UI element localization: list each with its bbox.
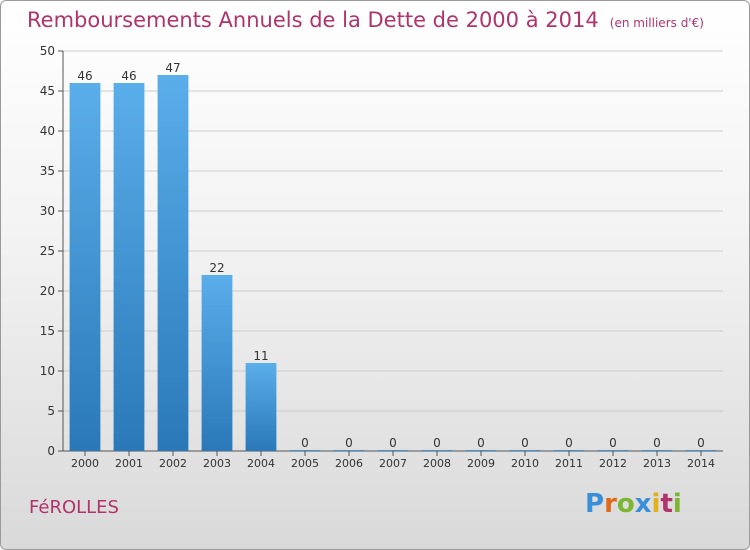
bar-value-label: 0 xyxy=(521,436,529,450)
x-tick-label: 2006 xyxy=(335,457,363,470)
bar xyxy=(509,450,541,451)
bar-value-label: 0 xyxy=(697,436,705,450)
bar-value-label: 47 xyxy=(165,61,180,75)
x-tick-label: 2004 xyxy=(247,457,275,470)
bar xyxy=(685,450,717,451)
x-tick-label: 2008 xyxy=(423,457,451,470)
y-tick-label: 30 xyxy=(40,204,55,218)
bar xyxy=(421,450,453,451)
bar xyxy=(157,75,189,451)
bar xyxy=(553,450,585,451)
y-tick-label: 35 xyxy=(40,164,55,178)
x-tick-label: 2014 xyxy=(687,457,715,470)
bar-value-label: 0 xyxy=(477,436,485,450)
bar-value-label: 0 xyxy=(433,436,441,450)
logo-letter: t xyxy=(660,489,673,519)
bar-value-label: 0 xyxy=(301,436,309,450)
y-tick-label: 25 xyxy=(40,244,55,258)
bar xyxy=(69,83,101,451)
logo-letter: x xyxy=(634,489,652,519)
x-tick-label: 2002 xyxy=(159,457,187,470)
y-tick-label: 20 xyxy=(40,284,55,298)
bar-value-label: 0 xyxy=(609,436,617,450)
y-tick-label: 15 xyxy=(40,324,55,338)
x-tick-label: 2011 xyxy=(555,457,583,470)
bar-value-label: 0 xyxy=(653,436,661,450)
bar xyxy=(245,363,277,451)
bar-value-label: 0 xyxy=(565,436,573,450)
x-tick-label: 2010 xyxy=(511,457,539,470)
proxiti-logo: Proxiti xyxy=(585,489,682,519)
bar-value-label: 11 xyxy=(253,349,268,363)
logo-letter: P xyxy=(585,489,605,519)
bar-value-label: 0 xyxy=(345,436,353,450)
bar xyxy=(641,450,673,451)
y-tick-label: 10 xyxy=(40,364,55,378)
logo-letter: i xyxy=(651,489,661,519)
x-tick-label: 2012 xyxy=(599,457,627,470)
y-tick-label: 5 xyxy=(47,404,55,418)
commune-name: FéROLLES xyxy=(29,497,119,518)
bar xyxy=(113,83,145,451)
x-tick-label: 2001 xyxy=(115,457,143,470)
bar xyxy=(289,450,321,451)
bar-value-label: 0 xyxy=(389,436,397,450)
bar xyxy=(333,450,365,451)
bar-value-label: 46 xyxy=(77,69,92,83)
y-tick-label: 45 xyxy=(40,84,55,98)
logo-letter: r xyxy=(604,489,617,519)
chart-title-unit: (en milliers d'€) xyxy=(609,16,704,30)
x-tick-label: 2009 xyxy=(467,457,495,470)
bar xyxy=(597,450,629,451)
chart-title-main: Remboursements Annuels de la Dette de 20… xyxy=(27,8,599,32)
y-tick-label: 50 xyxy=(40,44,55,58)
x-tick-label: 2005 xyxy=(291,457,319,470)
x-tick-label: 2003 xyxy=(203,457,231,470)
bar-value-label: 22 xyxy=(209,261,224,275)
x-tick-label: 2013 xyxy=(643,457,671,470)
y-tick-label: 0 xyxy=(47,444,55,458)
bar xyxy=(201,275,233,451)
bar-value-label: 46 xyxy=(121,69,136,83)
bar xyxy=(465,450,497,451)
y-tick-label: 40 xyxy=(40,124,55,138)
logo-letter: i xyxy=(672,489,682,519)
logo-letter: o xyxy=(616,489,635,519)
chart-title: Remboursements Annuels de la Dette de 20… xyxy=(27,8,704,32)
bar xyxy=(377,450,409,451)
x-tick-label: 2000 xyxy=(71,457,99,470)
x-tick-label: 2007 xyxy=(379,457,407,470)
